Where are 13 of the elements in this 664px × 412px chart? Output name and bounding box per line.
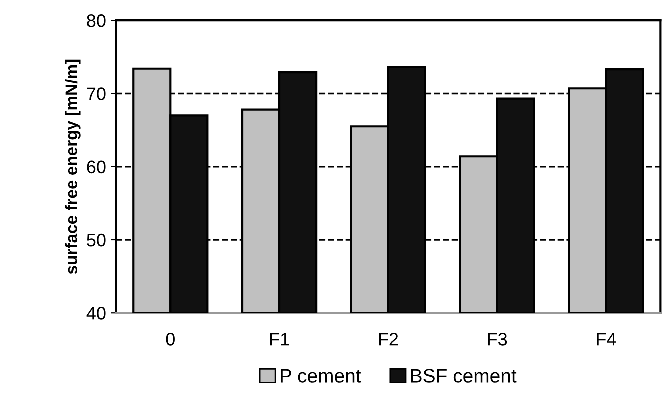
- x-tick-label: 0: [166, 333, 175, 346]
- y-tick-label: 50: [87, 234, 106, 247]
- x-tick-label: F1: [270, 333, 290, 346]
- x-tick-label: F3: [488, 333, 508, 346]
- x-tick-label: F2: [379, 333, 398, 346]
- y-tick-label: 60: [87, 160, 106, 174]
- y-axis-title: surface free energy [mN/m]: [65, 60, 81, 274]
- legend-label: P cement: [281, 369, 362, 383]
- x-tick-label: F4: [597, 333, 616, 346]
- legend-label: BSF cement: [411, 369, 517, 383]
- y-tick-label: 70: [87, 88, 106, 100]
- y-tick-label: 80: [87, 14, 106, 28]
- y-tick-label: 40: [86, 307, 106, 320]
